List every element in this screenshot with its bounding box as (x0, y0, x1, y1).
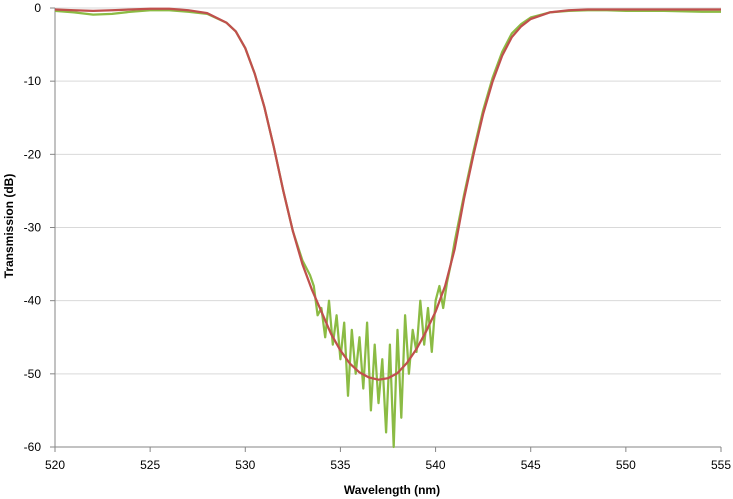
series-line-1 (54, 9, 721, 449)
x-tick-labels: 520 525 530 535 540 545 550 555 (45, 458, 731, 472)
y-tick-label: -40 (24, 294, 42, 308)
y-tick-label: -10 (24, 74, 42, 88)
y-tick-label: -60 (24, 440, 42, 454)
y-axis-title: Transmission (dB) (2, 174, 16, 279)
x-tick-label: 535 (330, 458, 350, 472)
y-tick-labels: 0 -10 -20 -30 -40 -50 -60 (24, 1, 42, 454)
x-tick-label: 555 (711, 458, 731, 472)
series-line-2 (54, 7, 721, 381)
y-tick-label: -50 (24, 367, 42, 381)
y-tick-label: 0 (34, 1, 41, 15)
x-tick-label: 540 (426, 458, 446, 472)
x-axis-title: Wavelength (nm) (344, 483, 440, 497)
x-tick-label: 525 (140, 458, 160, 472)
x-tick-label: 520 (45, 458, 65, 472)
x-tick-label: 545 (521, 458, 541, 472)
axes (50, 7, 722, 452)
y-tick-label: -20 (24, 147, 42, 161)
series-group (54, 7, 721, 449)
y-tick-label: -30 (24, 221, 42, 235)
x-tick-label: 530 (235, 458, 255, 472)
x-tick-label: 550 (616, 458, 636, 472)
